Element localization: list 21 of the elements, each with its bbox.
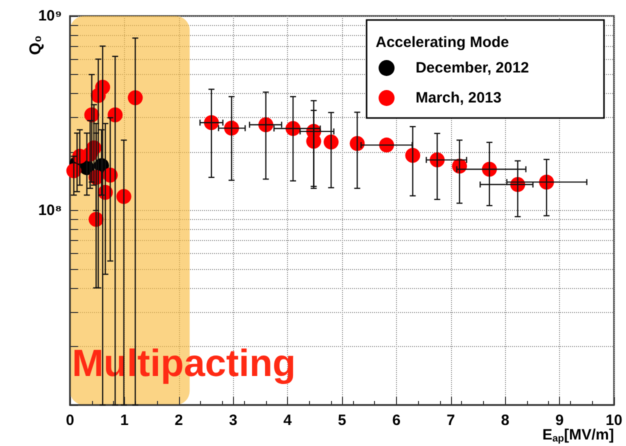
x-tick-label: 7 bbox=[446, 412, 455, 429]
legend-title: Accelerating Mode bbox=[376, 34, 510, 51]
legend-label: March, 2013 bbox=[416, 90, 502, 106]
point bbox=[116, 189, 132, 204]
x-tick-label: 5 bbox=[338, 412, 346, 429]
x-tick-label: 2 bbox=[174, 412, 183, 429]
x-tick-label: 10 bbox=[606, 412, 622, 429]
legend-label: December, 2012 bbox=[416, 60, 530, 76]
point bbox=[324, 134, 339, 150]
x-tick-label: 3 bbox=[229, 412, 238, 429]
x-tick-label: 4 bbox=[283, 412, 292, 429]
x-tick-label: 0 bbox=[66, 412, 74, 429]
y-tick-label: 10⁸ bbox=[38, 202, 62, 219]
x-tick-label: 9 bbox=[555, 412, 564, 429]
x-tick-label: 8 bbox=[501, 412, 510, 429]
point bbox=[379, 138, 394, 153]
y-tick-label: 10⁹ bbox=[38, 8, 62, 24]
y-axis-title: Q₀ bbox=[28, 35, 44, 55]
x-tick-label: 1 bbox=[120, 412, 129, 429]
x-tick-label: 6 bbox=[392, 412, 401, 429]
band-label: Multipacting bbox=[72, 343, 296, 385]
